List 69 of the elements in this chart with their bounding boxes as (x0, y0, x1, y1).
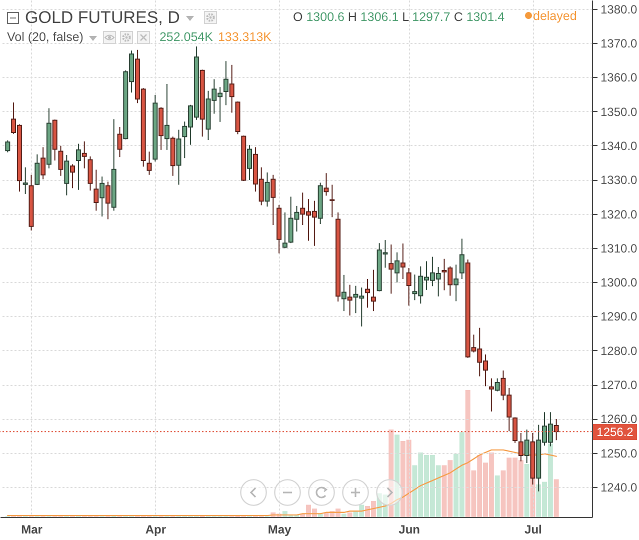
candlestick (494, 378, 500, 392)
candlestick (223, 60, 228, 106)
bar (554, 478, 559, 517)
candlestick (117, 126, 122, 158)
candlestick (347, 284, 352, 316)
candlestick (58, 145, 64, 176)
candlestick (406, 268, 412, 306)
x-tick-label: Mar (21, 522, 43, 536)
bar (494, 474, 500, 517)
x-tick-label: Apr (145, 522, 166, 536)
candlestick (270, 174, 276, 226)
annotation: O 1300.6 H 1306.1 L 1297.7 C 1301.4 (293, 10, 505, 24)
candlestick (70, 164, 76, 189)
candlestick (365, 278, 370, 308)
y-tick-label: 1240.0 (600, 480, 638, 494)
y-tick-label: 1360.0 (600, 70, 638, 85)
y-tick-label: 1300.0 (600, 276, 638, 290)
candlestick (40, 146, 46, 180)
x-tick-label: May (268, 522, 292, 536)
candlestick (459, 238, 464, 280)
y-tick-label: 1310.0 (600, 241, 638, 256)
candlestick (454, 264, 459, 302)
candlestick (105, 181, 110, 220)
y-tick-label: 1270.0 (600, 378, 638, 392)
y-tick-label: 1290.0 (600, 310, 638, 324)
bar (388, 429, 394, 517)
candlestick (341, 274, 346, 312)
annotation: delayed (533, 9, 577, 23)
y-tick-label: 1330.0 (600, 173, 638, 188)
candlestick (370, 269, 376, 312)
y-tick-label: 1350.0 (600, 104, 638, 119)
candlestick (394, 252, 400, 283)
candlestick (164, 84, 170, 150)
candlestick (64, 154, 70, 196)
candlestick (247, 144, 252, 180)
candlestick (76, 143, 81, 190)
candlestick (229, 64, 234, 114)
candlestick (488, 378, 494, 412)
y-tick-label: 1340.0 (600, 138, 638, 153)
y-tick-label: 1380.0 (600, 2, 638, 16)
candlestick (82, 140, 87, 169)
candlestick (22, 166, 28, 194)
y-tick-label: 1250.0 (600, 446, 638, 460)
text: GOLD FUTURES, D (25, 8, 180, 27)
annotation: 133.313K (218, 30, 272, 44)
candlestick (88, 156, 93, 192)
candlestick (100, 176, 105, 217)
candlestick (34, 154, 40, 186)
bar (394, 434, 400, 517)
y-tick-label: 1280.0 (600, 344, 638, 358)
candlestick (400, 242, 406, 280)
y-tick-label: 1370.0 (600, 36, 638, 51)
ref-line-label: 1256.2 (593, 424, 637, 440)
bar (524, 463, 530, 517)
candlestick (388, 244, 394, 294)
candlestick (330, 184, 335, 218)
candlestick (5, 140, 10, 153)
x-tick-label: Jul (524, 522, 542, 536)
candlestick (146, 151, 152, 176)
candlestick (282, 212, 288, 249)
candlestick (264, 172, 270, 208)
x-tick-label: Jun (398, 522, 420, 536)
bar (341, 513, 346, 517)
candlestick (94, 169, 99, 212)
candlestick (324, 172, 329, 196)
annotation: Vol (20, false) (7, 30, 84, 44)
annotation: 252.054K (159, 30, 213, 44)
y-tick-label: 1260.0 (600, 412, 638, 426)
y-tick-label: 1320.0 (600, 207, 638, 222)
